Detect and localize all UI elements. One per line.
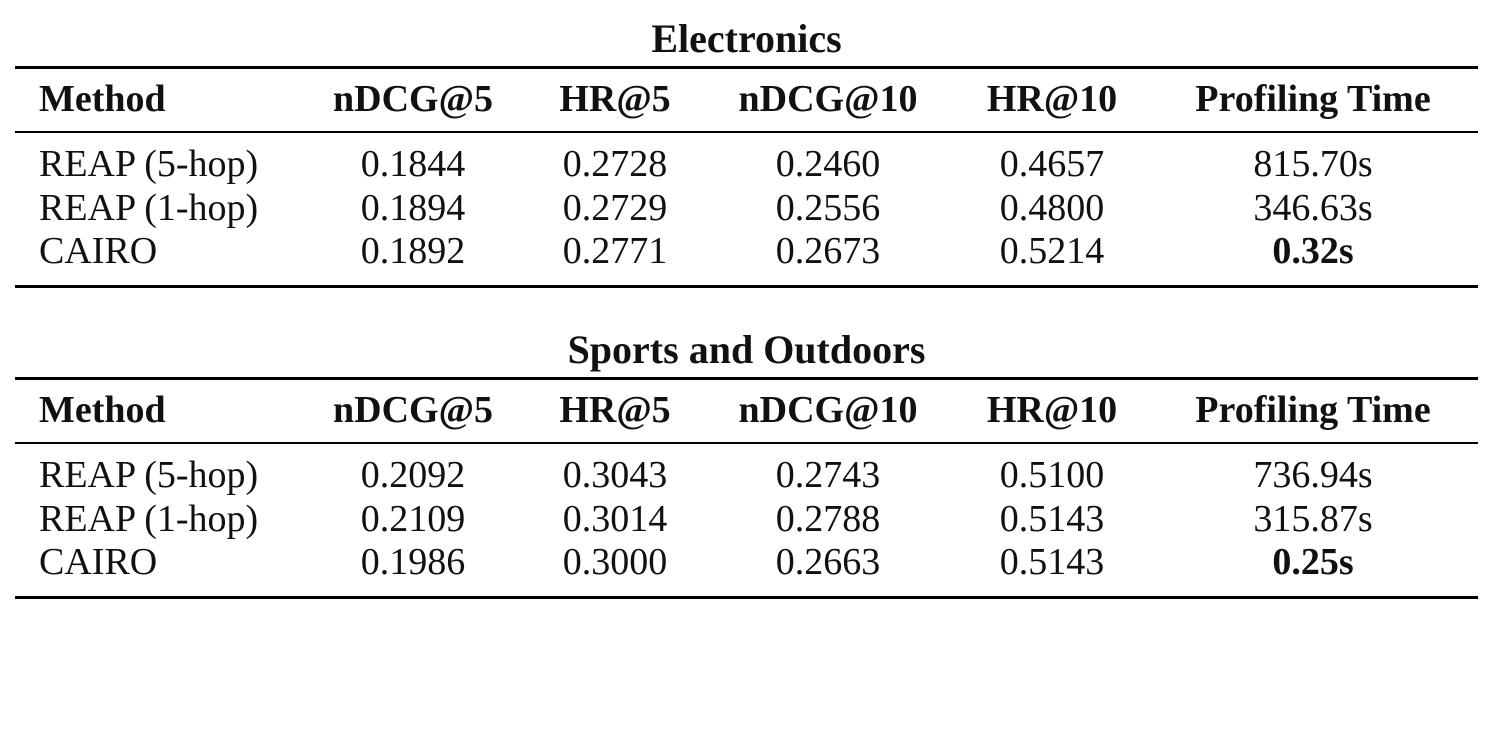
cell-ndcg10: 0.2460 bbox=[775, 143, 881, 185]
cell-method: CAIRO bbox=[39, 230, 158, 272]
cell-hr10: 0.5143 bbox=[999, 498, 1105, 540]
top-rule bbox=[15, 377, 1478, 380]
header-rule bbox=[15, 131, 1478, 133]
cell-method: REAP (5-hop) bbox=[39, 143, 259, 185]
header-profiling-time: Profiling Time bbox=[1195, 389, 1431, 431]
cell-hr10: 0.4657 bbox=[999, 143, 1105, 185]
cell-hr10: 0.4800 bbox=[999, 187, 1105, 229]
cell-method: REAP (1-hop) bbox=[39, 498, 259, 540]
cell-ndcg5: 0.1894 bbox=[360, 187, 466, 229]
header-method: Method bbox=[39, 389, 166, 431]
cell-hr5: 0.3043 bbox=[562, 454, 668, 496]
cell-hr10: 0.5100 bbox=[999, 454, 1105, 496]
bottom-rule bbox=[15, 285, 1478, 288]
cell-method: REAP (1-hop) bbox=[39, 187, 259, 229]
cell-ndcg10: 0.2556 bbox=[775, 187, 881, 229]
header-hr5: HR@5 bbox=[559, 389, 671, 431]
header-rule bbox=[15, 442, 1478, 444]
header-profiling-time: Profiling Time bbox=[1195, 78, 1431, 120]
results-table-electronics: Electronics Method nDCG@5 HR@5 nDCG@10 H… bbox=[15, 0, 1478, 300]
cell-ndcg10: 0.2788 bbox=[775, 498, 881, 540]
cell-ndcg5: 0.2109 bbox=[360, 498, 466, 540]
cell-hr5: 0.2771 bbox=[562, 230, 668, 272]
cell-hr10: 0.5214 bbox=[999, 230, 1105, 272]
cell-profiling-time: 815.70s bbox=[1253, 143, 1373, 185]
cell-ndcg5: 0.2092 bbox=[360, 454, 466, 496]
cell-method: CAIRO bbox=[39, 541, 158, 583]
cell-hr5: 0.2728 bbox=[562, 143, 668, 185]
cell-ndcg5: 0.1844 bbox=[360, 143, 466, 185]
cell-ndcg5: 0.1986 bbox=[360, 541, 466, 583]
header-ndcg5: nDCG@5 bbox=[333, 389, 493, 431]
cell-profiling-time: 315.87s bbox=[1253, 498, 1373, 540]
bottom-rule bbox=[15, 596, 1478, 599]
cell-method: REAP (5-hop) bbox=[39, 454, 259, 496]
cell-profiling-time: 736.94s bbox=[1253, 454, 1373, 496]
cell-profiling-time-best: 0.25s bbox=[1272, 541, 1354, 583]
table-title: Electronics bbox=[651, 16, 842, 61]
cell-profiling-time-best: 0.32s bbox=[1272, 230, 1354, 272]
cell-hr10: 0.5143 bbox=[999, 541, 1105, 583]
header-hr5: HR@5 bbox=[559, 78, 671, 120]
cell-ndcg10: 0.2663 bbox=[775, 541, 881, 583]
top-rule bbox=[15, 66, 1478, 69]
cell-hr5: 0.2729 bbox=[562, 187, 668, 229]
header-method: Method bbox=[39, 78, 166, 120]
table-title: Sports and Outdoors bbox=[567, 327, 926, 372]
header-ndcg10: nDCG@10 bbox=[738, 389, 918, 431]
cell-hr5: 0.3014 bbox=[562, 498, 668, 540]
cell-profiling-time: 346.63s bbox=[1253, 187, 1373, 229]
header-hr10: HR@10 bbox=[986, 389, 1118, 431]
cell-ndcg10: 0.2673 bbox=[775, 230, 881, 272]
cell-ndcg5: 0.1892 bbox=[360, 230, 466, 272]
results-table-sports-outdoors: Sports and Outdoors Method nDCG@5 HR@5 n… bbox=[15, 311, 1478, 611]
header-ndcg5: nDCG@5 bbox=[333, 78, 493, 120]
header-ndcg10: nDCG@10 bbox=[738, 78, 918, 120]
cell-ndcg10: 0.2743 bbox=[775, 454, 881, 496]
cell-hr5: 0.3000 bbox=[562, 541, 668, 583]
header-hr10: HR@10 bbox=[986, 78, 1118, 120]
